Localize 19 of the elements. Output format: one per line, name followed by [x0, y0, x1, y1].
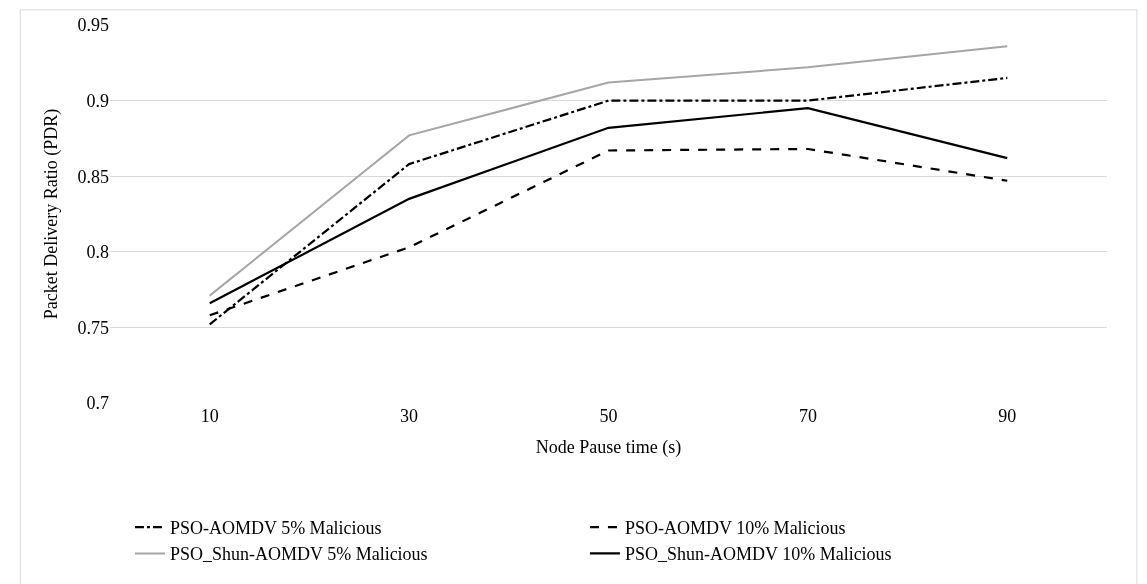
x-tick-label: 30: [400, 406, 419, 426]
x-tick-label: 50: [599, 406, 618, 426]
legend-label: PSO_Shun-AOMDV 10% Malicious: [624, 544, 892, 565]
y-axis-title: Packet Delivery Ratio (PDR): [40, 108, 62, 320]
legend-label: PSO-AOMDV 10% Malicious: [624, 518, 846, 539]
y-tick-label: 0.75: [77, 317, 109, 338]
y-tick-label: 0.8: [86, 242, 109, 263]
y-tick-label: 0.85: [77, 166, 109, 187]
x-axis-title: Node Pause time (s): [535, 437, 682, 459]
line-series: [208, 45, 1009, 297]
x-tick-label: 90: [998, 406, 1017, 426]
y-tick-label: 0.7: [86, 393, 109, 414]
legend-label: PSO_Shun-AOMDV 5% Malicious: [169, 544, 428, 565]
y-tick-label: 0.9: [86, 90, 109, 111]
x-tick-label: 10: [200, 406, 219, 426]
y-tick-label: 0.95: [77, 15, 109, 36]
legend-label: PSO-AOMDV 5% Malicious: [169, 518, 382, 539]
line-series: [208, 76, 1009, 326]
x-tick-label: 70: [798, 406, 817, 426]
